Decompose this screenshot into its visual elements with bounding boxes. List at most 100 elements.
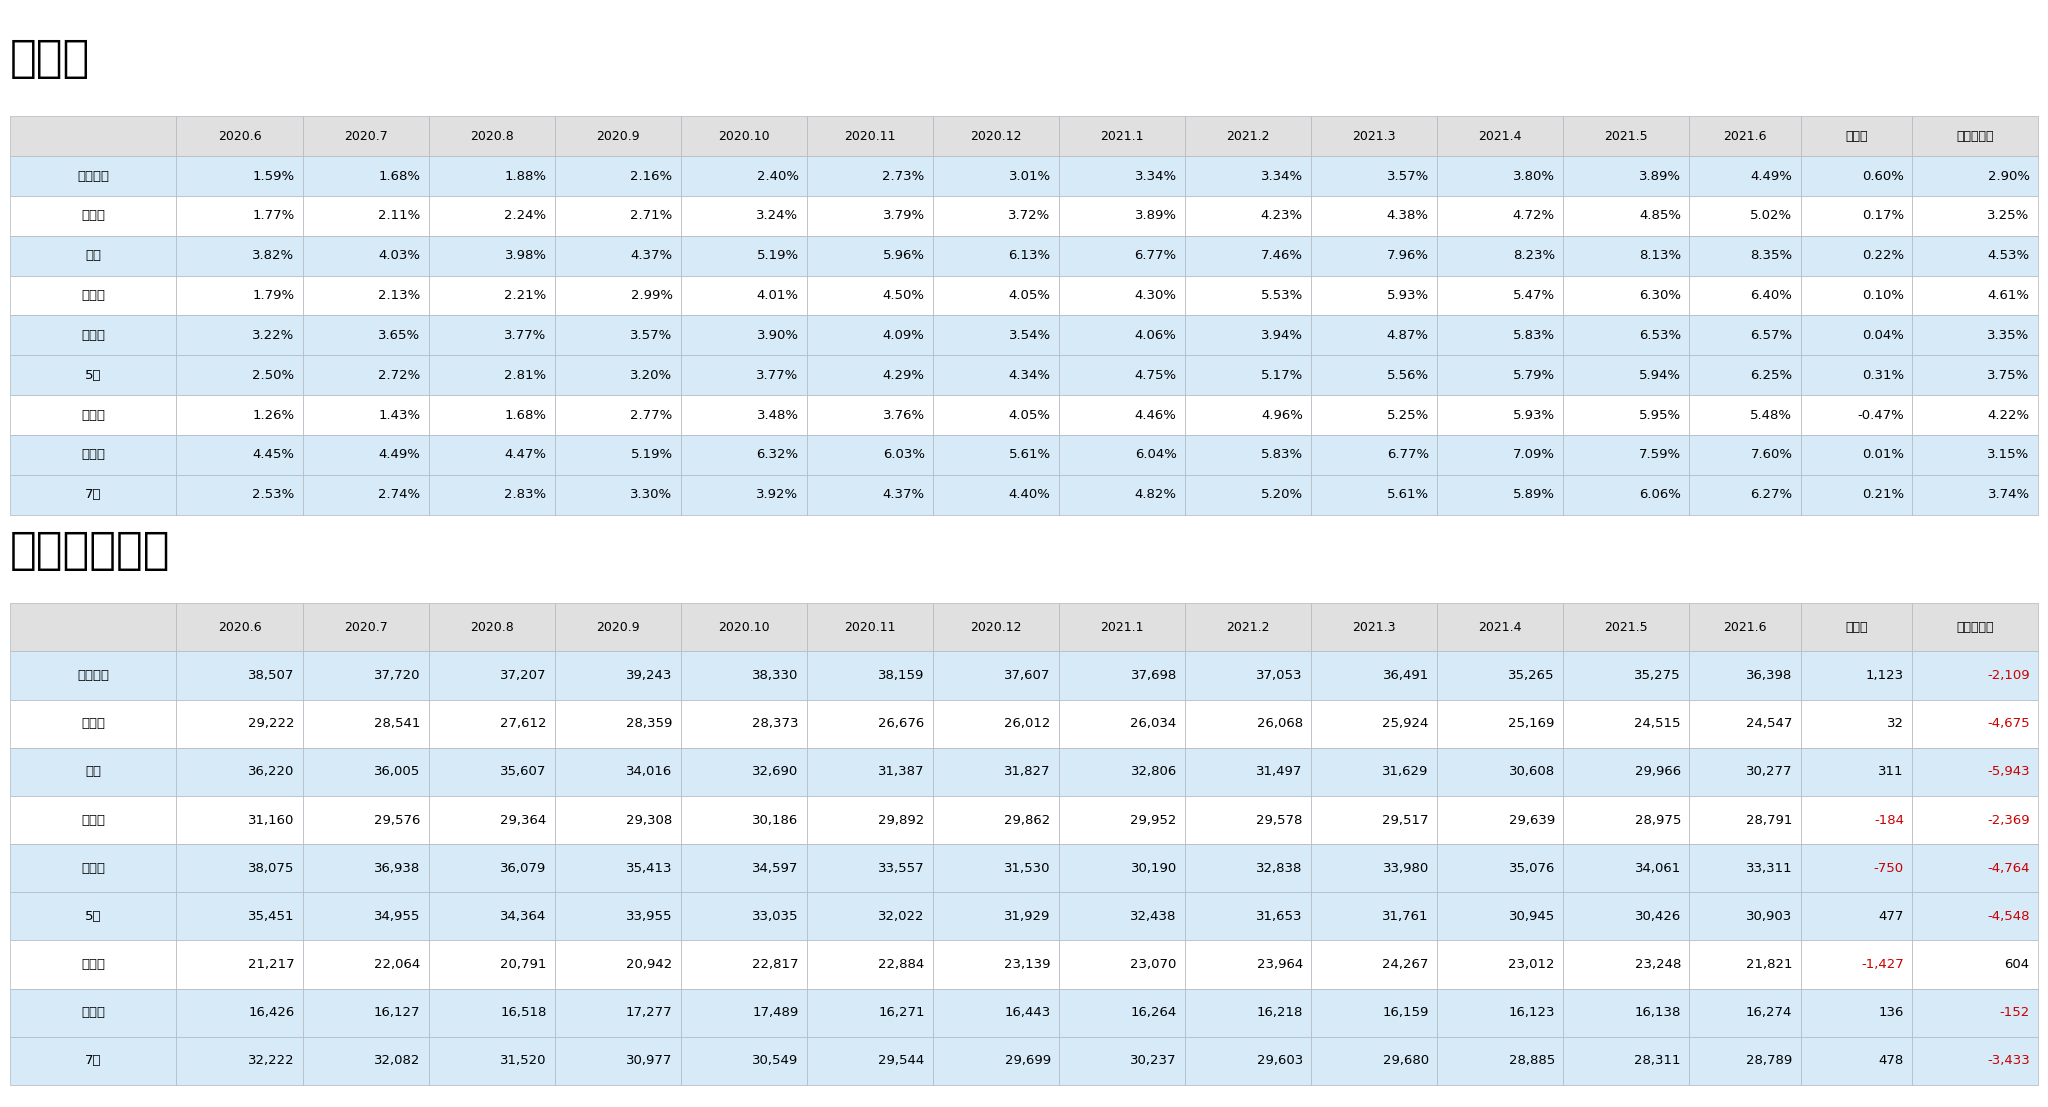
Bar xyxy=(303,116,428,156)
Text: 24,547: 24,547 xyxy=(1747,717,1792,731)
Text: 1.43%: 1.43% xyxy=(379,408,420,422)
Text: -3,433: -3,433 xyxy=(1987,1054,2030,1067)
Bar xyxy=(1438,315,1563,355)
Bar xyxy=(1563,315,1690,355)
Bar xyxy=(10,196,176,236)
Bar xyxy=(680,651,807,700)
Bar xyxy=(1186,276,1311,315)
Bar xyxy=(807,315,932,355)
Bar xyxy=(932,475,1059,515)
Bar xyxy=(303,845,428,892)
Text: 32,082: 32,082 xyxy=(375,1054,420,1067)
Bar xyxy=(1563,748,1690,796)
Text: 36,220: 36,220 xyxy=(248,765,295,778)
Bar xyxy=(176,603,303,651)
Bar xyxy=(10,355,176,395)
Bar xyxy=(1059,748,1186,796)
Bar xyxy=(176,748,303,796)
Bar xyxy=(555,395,680,435)
Bar xyxy=(1311,355,1438,395)
Bar xyxy=(1438,796,1563,844)
Bar xyxy=(1800,989,1913,1036)
Text: 5.19%: 5.19% xyxy=(631,448,672,462)
Bar xyxy=(932,651,1059,700)
Bar xyxy=(1563,941,1690,989)
Bar xyxy=(1311,475,1438,515)
Bar xyxy=(680,435,807,475)
Text: -4,675: -4,675 xyxy=(1987,717,2030,731)
Bar xyxy=(1690,156,1800,196)
Bar xyxy=(10,315,176,355)
Bar xyxy=(932,276,1059,315)
Text: 4.87%: 4.87% xyxy=(1386,329,1430,342)
Bar xyxy=(428,435,555,475)
Bar xyxy=(428,989,555,1036)
Text: 4.61%: 4.61% xyxy=(1989,289,2030,302)
Text: 4.49%: 4.49% xyxy=(379,448,420,462)
Text: 37,720: 37,720 xyxy=(375,669,420,682)
Text: 新宿区: 新宿区 xyxy=(82,289,104,302)
Bar xyxy=(555,892,680,941)
Text: 3.54%: 3.54% xyxy=(1008,329,1051,342)
Text: 8.13%: 8.13% xyxy=(1638,249,1681,262)
Bar xyxy=(1186,700,1311,748)
Bar xyxy=(1438,475,1563,515)
Text: -0.47%: -0.47% xyxy=(1858,408,1905,422)
Bar xyxy=(680,700,807,748)
Bar xyxy=(555,748,680,796)
Text: 16,138: 16,138 xyxy=(1634,1006,1681,1020)
Text: 16,127: 16,127 xyxy=(375,1006,420,1020)
Bar xyxy=(1438,276,1563,315)
Bar xyxy=(1563,845,1690,892)
Text: 35,076: 35,076 xyxy=(1509,861,1554,875)
Bar xyxy=(1311,1036,1438,1085)
Text: 4.34%: 4.34% xyxy=(1010,369,1051,382)
Bar xyxy=(932,435,1059,475)
Text: 3.89%: 3.89% xyxy=(1135,209,1178,223)
Text: 2.74%: 2.74% xyxy=(379,488,420,501)
Bar xyxy=(1563,116,1690,156)
Bar xyxy=(10,236,176,276)
Bar xyxy=(1311,236,1438,276)
Bar xyxy=(176,475,303,515)
Bar xyxy=(428,355,555,395)
Text: 2020.10: 2020.10 xyxy=(719,621,770,634)
Text: 5.19%: 5.19% xyxy=(756,249,799,262)
Text: 2020.9: 2020.9 xyxy=(596,621,639,634)
Bar xyxy=(1913,1036,2038,1085)
Text: 16,123: 16,123 xyxy=(1509,1006,1554,1020)
Bar xyxy=(1800,236,1913,276)
Bar xyxy=(807,236,932,276)
Text: 22,884: 22,884 xyxy=(879,958,924,971)
Bar xyxy=(1690,941,1800,989)
Text: 千代田区: 千代田区 xyxy=(78,169,109,183)
Bar xyxy=(1186,315,1311,355)
Text: 3.34%: 3.34% xyxy=(1262,169,1303,183)
Bar xyxy=(1186,892,1311,941)
Bar xyxy=(1438,116,1563,156)
Bar xyxy=(1800,315,1913,355)
Bar xyxy=(1186,796,1311,844)
Bar xyxy=(303,748,428,796)
Text: 30,190: 30,190 xyxy=(1130,861,1178,875)
Text: 6.27%: 6.27% xyxy=(1751,488,1792,501)
Bar xyxy=(807,395,932,435)
Bar xyxy=(555,700,680,748)
Text: 28,789: 28,789 xyxy=(1747,1054,1792,1067)
Bar xyxy=(1186,941,1311,989)
Text: 2.99%: 2.99% xyxy=(631,289,672,302)
Text: 3.80%: 3.80% xyxy=(1513,169,1554,183)
Bar xyxy=(1059,1036,1186,1085)
Text: 26,012: 26,012 xyxy=(1004,717,1051,731)
Text: 16,518: 16,518 xyxy=(500,1006,547,1020)
Text: 28,791: 28,791 xyxy=(1747,814,1792,827)
Text: -1,427: -1,427 xyxy=(1862,958,1905,971)
Text: 31,387: 31,387 xyxy=(879,765,924,778)
Bar xyxy=(1311,435,1438,475)
Text: 22,064: 22,064 xyxy=(375,958,420,971)
Text: 32,690: 32,690 xyxy=(752,765,799,778)
Bar xyxy=(1186,475,1311,515)
Bar xyxy=(1059,355,1186,395)
Bar xyxy=(1059,603,1186,651)
Bar xyxy=(10,651,176,700)
